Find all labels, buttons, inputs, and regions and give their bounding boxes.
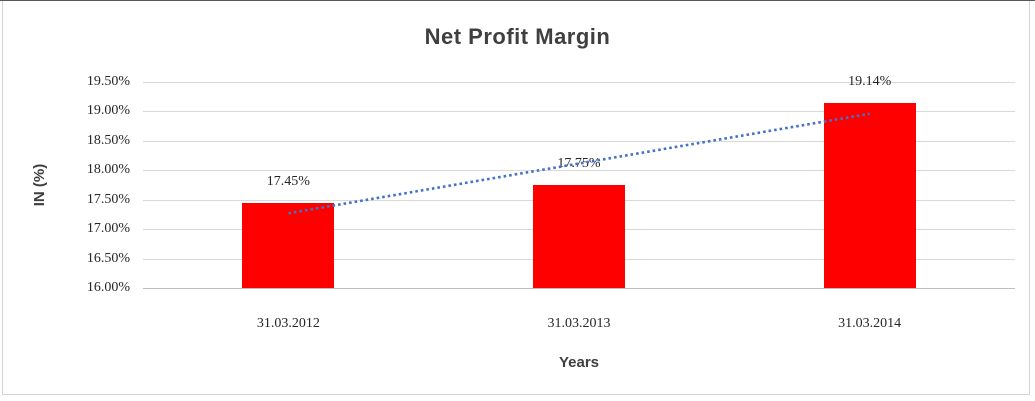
x-axis-title: Years <box>558 354 600 371</box>
data-label: 17.75% <box>557 156 601 171</box>
x-tick-label: 31.03.2012 <box>256 316 320 331</box>
data-label: 17.45% <box>266 173 310 189</box>
chart-title: Net Profit Margin <box>424 24 611 49</box>
x-axis-line <box>143 288 1015 289</box>
y-tick-label: 19.50% <box>86 74 130 89</box>
y-tick-label: 17.00% <box>86 221 130 237</box>
y-tick-label: 18.00% <box>86 162 130 178</box>
bar-31.03.2012 <box>242 202 335 288</box>
gridline <box>143 111 1015 113</box>
x-tick-label: 31.03.2014 <box>838 316 902 331</box>
y-tick-label: 18.50% <box>86 132 130 148</box>
x-tick-label: 31.03.2013 <box>547 316 611 331</box>
y-tick-label: 16.00% <box>86 280 130 295</box>
bar-31.03.2014 <box>823 103 916 288</box>
data-label: 19.14% <box>848 74 892 90</box>
y-tick-label: 17.50% <box>86 191 130 207</box>
bar-31.03.2013 <box>533 185 625 288</box>
y-tick-label: 19.00% <box>86 103 130 119</box>
y-tick-label: 16.50% <box>86 250 130 266</box>
gridline <box>143 82 1015 83</box>
